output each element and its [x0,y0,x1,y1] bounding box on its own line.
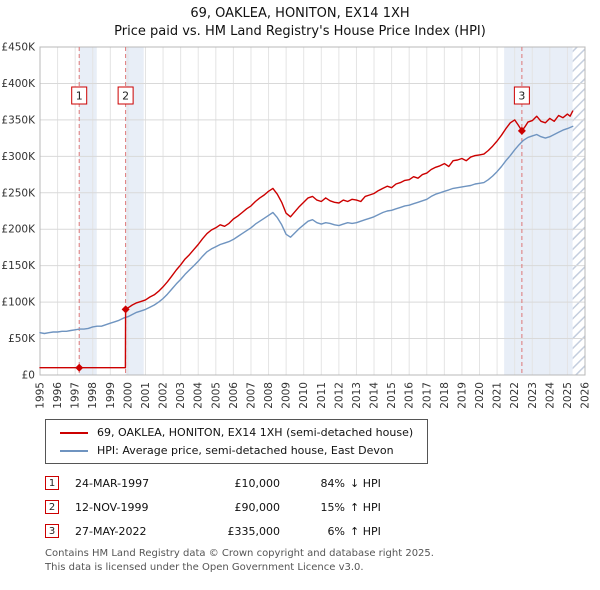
transaction-3-date: 27-MAY-2022 [75,524,147,538]
x-axis-label: 2010 [298,382,310,409]
footer-line-1: Contains HM Land Registry data © Crown c… [45,548,434,559]
shaded-band [125,47,144,375]
x-axis-label: 2018 [439,382,451,409]
x-axis-label: 1998 [87,382,99,409]
footer-line-2: This data is licensed under the Open Gov… [45,561,364,573]
x-axis-label: 2005 [210,382,222,409]
x-axis-label: 1996 [52,382,64,409]
y-axis-label: £150K [1,260,36,272]
x-axis-label: 2022 [509,382,521,409]
y-axis-label: £350K [1,114,36,126]
transaction-number-label: 1 [76,90,83,103]
x-axis-label: 2000 [122,382,134,409]
x-axis-label: 2001 [140,382,152,409]
x-axis-label: 2024 [544,382,556,409]
transaction-2-date: 12-NOV-1999 [75,500,149,514]
price-paid-line [39,110,574,369]
x-axis-label: 2026 [580,382,592,409]
transaction-number-label: 2 [122,90,129,103]
page-title: 69, OAKLEA, HONITON, EX14 1XH [190,6,410,21]
chart-titles: 69, OAKLEA, HONITON, EX14 1XH Price paid… [0,0,600,39]
transaction-number-box [513,86,530,105]
legend-row-hpi: HPI: Average price, semi-detached house,… [60,444,413,457]
transaction-2-vs-hpi: ↑ HPI [350,500,381,514]
transaction-number-label: 3 [518,90,525,103]
page-subtitle: Price paid vs. HM Land Registry's House … [114,24,486,39]
table-row: 3 27-MAY-2022 £335,000 6% ↑ HPI [45,524,600,538]
x-axis-label: 2007 [245,382,257,409]
x-axis-label: 2011 [316,382,328,409]
transaction-number-box [71,86,88,105]
transaction-1-pct: 84% [320,476,345,490]
y-axis-label: £200K [1,224,36,236]
transaction-number-box [117,86,134,105]
table-row: 2 12-NOV-1999 £90,000 15% ↑ HPI [45,500,600,514]
hpi-line [39,125,574,335]
y-axis-label: £0 [22,370,35,382]
transaction-3-vs-hpi: ↑ HPI [350,524,381,538]
x-axis-label: 1995 [35,382,47,409]
y-axis-label: £250K [1,187,36,199]
x-axis-label: 2006 [228,382,240,409]
hpi-legend-label: HPI: Average price, semi-detached house,… [97,444,394,457]
future-hatch-region [572,47,585,375]
x-axis-label: 2014 [369,382,381,409]
transaction-2-pct: 15% [320,500,345,514]
price-paid-line-sample [60,431,88,434]
x-axis-label: 2012 [333,382,345,409]
x-axis-label: 2020 [474,382,486,409]
x-axis-label: 2015 [386,382,398,409]
x-axis-label: 2004 [193,382,205,409]
y-axis-label: £400K [1,78,36,90]
price-paid-legend-label: 69, OAKLEA, HONITON, EX14 1XH (semi-deta… [97,426,414,439]
transaction-1-marker: 1 [45,476,59,490]
plot-border [39,46,586,376]
license-footer: Contains HM Land Registry data © Crown c… [45,547,600,574]
hpi-line-sample [60,449,88,452]
x-axis-label: 2003 [175,382,187,409]
y-axis-label: £300K [1,151,36,163]
x-axis-label: 2002 [158,382,170,409]
x-axis-label: 2008 [263,382,275,409]
x-axis-label: 2013 [351,382,363,409]
transaction-1-vs-hpi: ↓ HPI [350,476,381,490]
chart-legend: 69, OAKLEA, HONITON, EX14 1XH (semi-deta… [45,419,429,464]
x-axis-label: 2017 [421,382,433,409]
x-axis-label: 2021 [492,382,504,409]
legend-row-price-paid: 69, OAKLEA, HONITON, EX14 1XH (semi-deta… [60,426,413,439]
y-axis-label: £50K [8,333,36,345]
x-axis-label: 2019 [456,382,468,409]
x-axis-label: 1997 [70,382,82,409]
x-axis-label: 2023 [527,382,539,409]
transaction-1-date: 24-MAR-1997 [75,476,150,490]
transaction-3-pct: 6% [327,524,345,538]
y-axis-label: £100K [1,297,36,309]
table-row: 1 24-MAR-1997 £10,000 84% ↓ HPI [45,476,600,490]
x-axis-label: 2025 [562,382,574,409]
transaction-3-marker: 3 [45,524,59,538]
transaction-2-marker: 2 [45,500,59,514]
transaction-3-price: £335,000 [227,524,281,538]
transaction-2-price: £90,000 [234,500,281,514]
transaction-point-marker [121,305,130,314]
transaction-point-marker [75,363,84,372]
x-axis-label: 2009 [281,382,293,409]
transaction-point-marker [517,126,526,135]
price-history-chart: £0 £50K £100K £150K £200K £250K £300K £350K £400… [1,42,592,409]
x-axis-label: 1999 [105,382,117,409]
transactions-table: 1 24-MAR-1997 £10,000 84% ↓ HPI 2 12-NOV… [45,476,600,538]
y-axis-label: £450K [1,42,36,54]
transaction-1-price: £10,000 [234,476,281,490]
x-axis-label: 2016 [404,382,416,409]
